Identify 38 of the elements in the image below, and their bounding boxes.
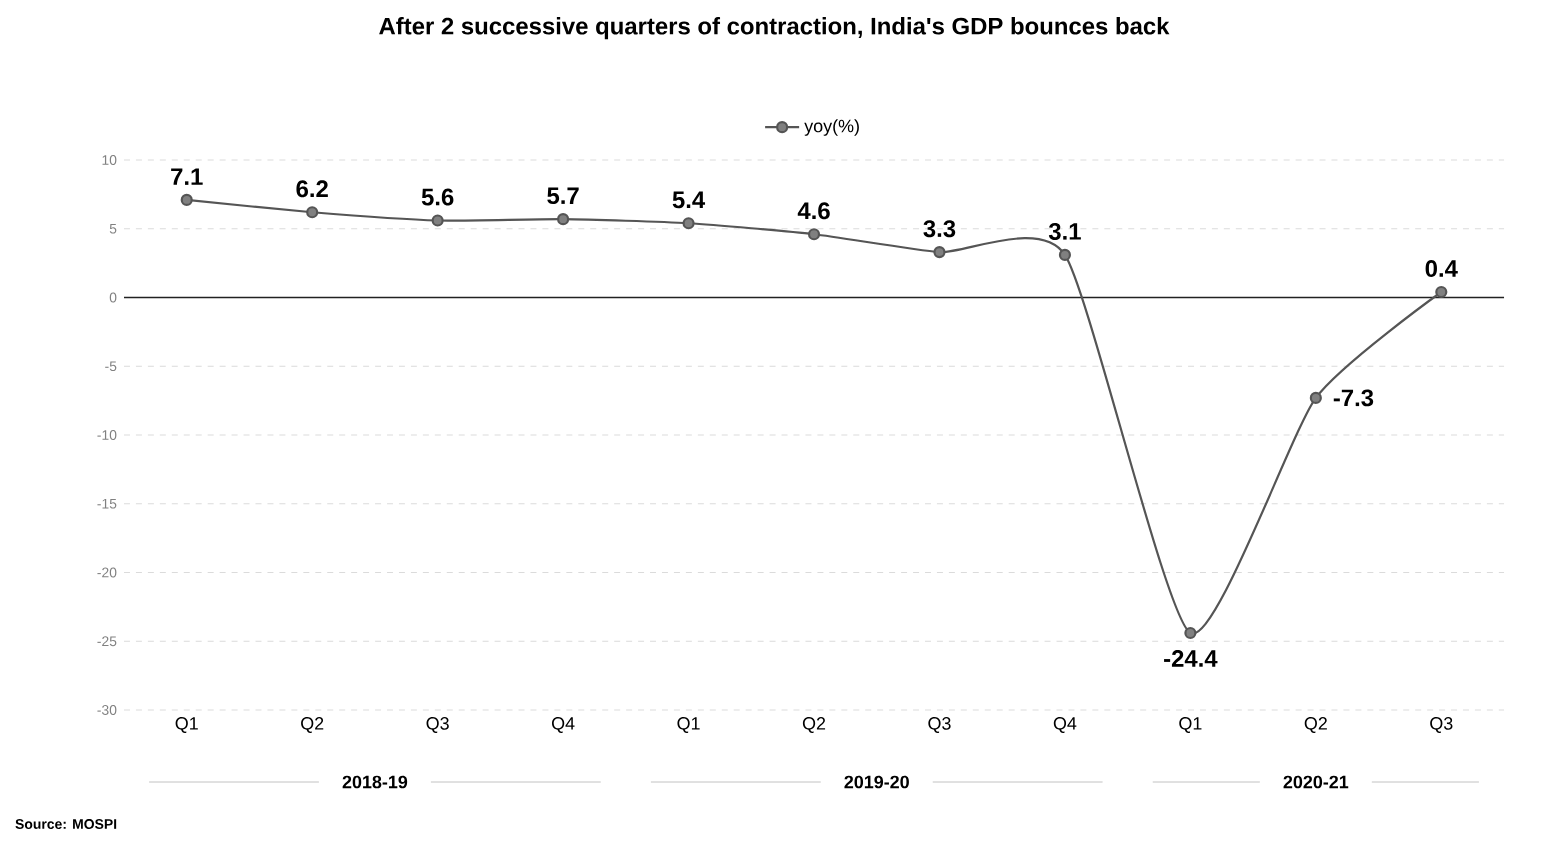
point xyxy=(306,206,319,219)
text: 2018-19 xyxy=(342,775,408,789)
x-tick-label: Q3 xyxy=(928,717,951,733)
text: 2020-21 xyxy=(1283,775,1349,789)
x-tick-label: Q1 xyxy=(175,717,198,733)
point xyxy=(1058,248,1072,261)
point xyxy=(682,217,695,230)
point xyxy=(180,193,193,206)
x-tick-label: Q4 xyxy=(1053,717,1077,733)
x-tick-label: Q1 xyxy=(1179,717,1202,733)
point xyxy=(557,213,570,226)
data-label: 4.6 xyxy=(797,202,830,220)
point xyxy=(431,214,444,227)
x-tick-label: Q2 xyxy=(802,717,826,733)
point xyxy=(933,246,946,259)
data-label: -24.4 xyxy=(1164,650,1218,667)
x-tick-label: Q1 xyxy=(677,717,700,733)
x-tick-label: Q3 xyxy=(1430,717,1453,733)
x-tick-label: Q2 xyxy=(1304,717,1327,733)
data-label: 5.6 xyxy=(421,188,454,206)
data-label: 3.3 xyxy=(923,220,956,238)
chart-title: After 2 successive quarters of contraction, India's GDP bounces back xyxy=(379,17,1170,40)
data-label: 0.4 xyxy=(1425,260,1458,277)
x-tick-label: Q2 xyxy=(301,717,324,733)
data-label: 5.4 xyxy=(672,191,706,209)
data-label: -7.3 xyxy=(1333,389,1374,407)
data-label: 6.2 xyxy=(296,180,328,198)
point xyxy=(1309,391,1322,404)
x-tick-label: Q3 xyxy=(426,717,449,733)
text: 2019-20 xyxy=(844,775,909,789)
point xyxy=(807,228,821,241)
data-label: 7.1 xyxy=(171,168,203,185)
x-tick-label: Q4 xyxy=(551,717,575,733)
data-label: 3.1 xyxy=(1048,222,1081,240)
point xyxy=(1184,626,1197,640)
data-label: 5.7 xyxy=(547,187,579,205)
point xyxy=(1435,285,1448,299)
legend-label: yoy(%) xyxy=(804,119,859,136)
